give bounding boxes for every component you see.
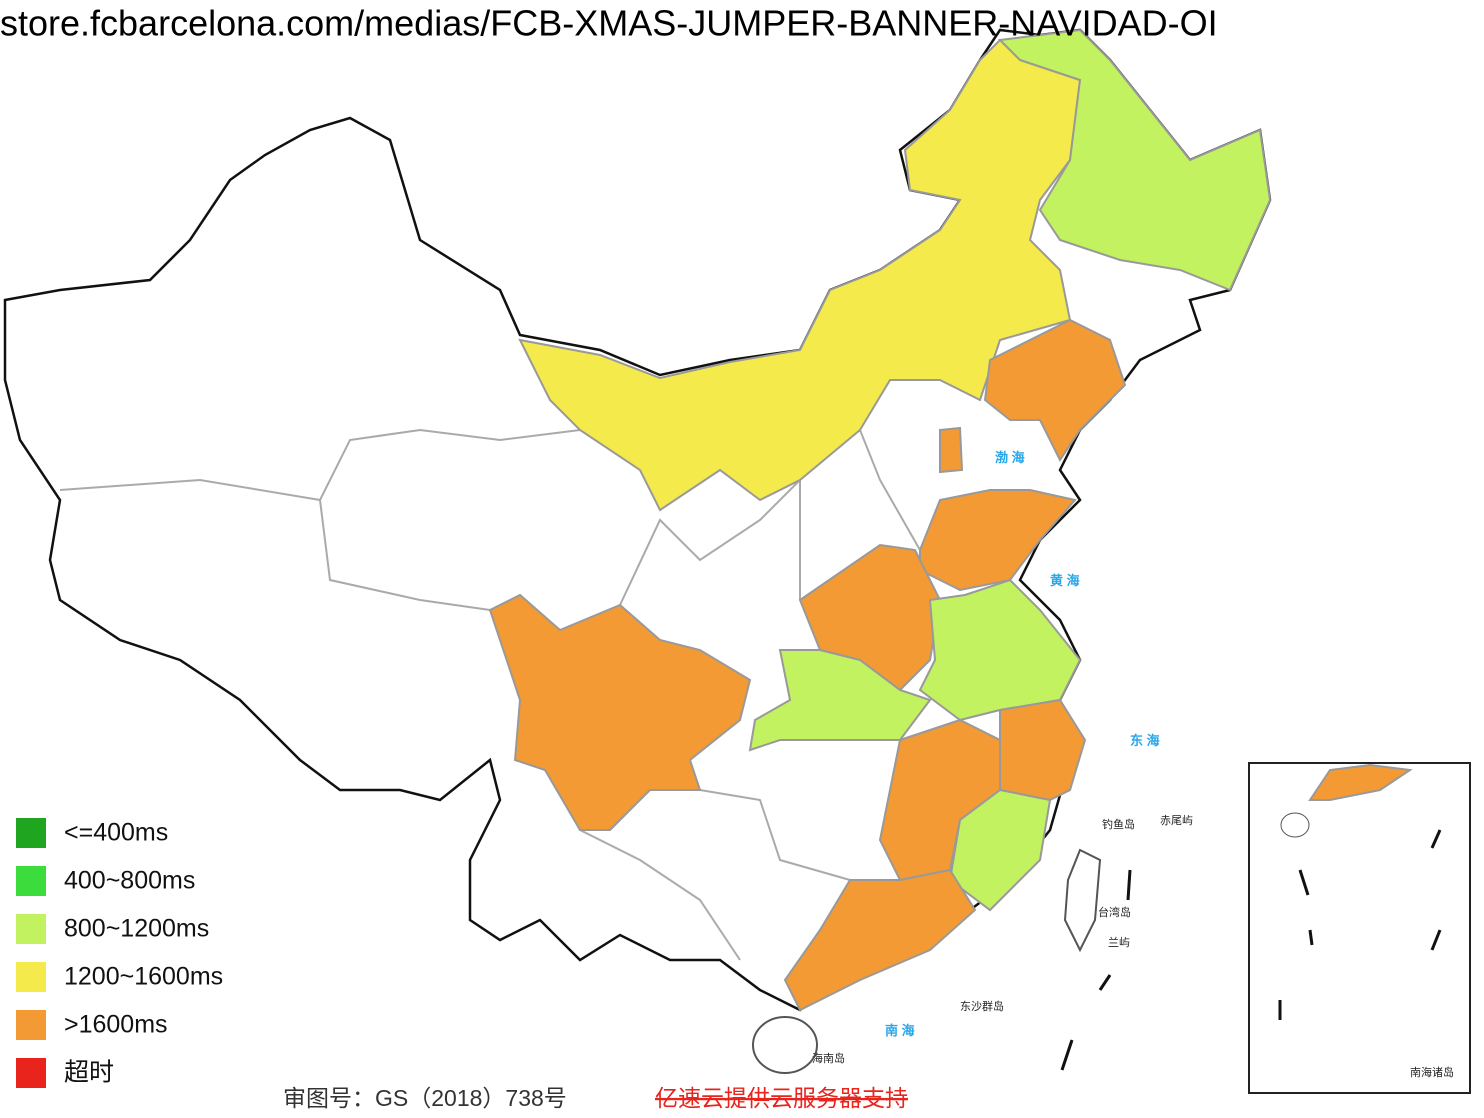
legend-swatch xyxy=(16,962,46,992)
province-border xyxy=(859,429,921,551)
sea-label: 东 海 xyxy=(1130,733,1160,748)
legend-swatch xyxy=(16,818,46,848)
sea-label: 南 海 xyxy=(885,1023,915,1038)
legend: <=400ms 400~800ms 800~1200ms 1200~1600ms >16… xyxy=(16,818,223,1088)
island-label: 东沙群岛 xyxy=(960,999,1004,1013)
province xyxy=(783,868,977,1012)
province-border xyxy=(699,789,851,881)
legend-swatch xyxy=(16,1058,46,1088)
legend-label: <=400ms xyxy=(64,819,168,847)
province-border xyxy=(619,479,801,606)
province-border xyxy=(319,499,491,611)
province xyxy=(918,578,1082,722)
province xyxy=(488,593,752,831)
province-border xyxy=(59,428,581,502)
legend-swatch xyxy=(16,866,46,896)
province xyxy=(983,318,1127,462)
legend-label: 800~1200ms xyxy=(64,915,209,943)
island-label: 南海诸岛 xyxy=(1410,1065,1454,1079)
legend-label: 1200~1600ms xyxy=(64,963,223,991)
island-label: 兰屿 xyxy=(1108,936,1130,949)
province xyxy=(919,489,1077,592)
province xyxy=(748,649,932,752)
hainan xyxy=(752,1016,818,1074)
legend-swatch xyxy=(16,914,46,944)
island-label: 台湾岛 xyxy=(1098,905,1131,919)
province xyxy=(999,698,1087,802)
map-labels: 渤 海 黄 海 东 海 南 海 钓鱼岛 赤尾屿 台湾岛 兰屿 东沙群岛 海南岛 … xyxy=(812,450,1454,1079)
island-label: 赤尾屿 xyxy=(1160,814,1193,827)
legend-swatch xyxy=(16,1010,46,1040)
legend-label: 超时 xyxy=(64,1059,114,1087)
inset xyxy=(1248,762,1471,1094)
china-map xyxy=(3,28,1272,1074)
url-title: store.fcbarcelona.com/medias/FCB-XMAS-JU… xyxy=(0,3,1218,44)
sea-label: 黄 海 xyxy=(1050,573,1080,588)
province-border xyxy=(579,829,741,961)
dashed-border xyxy=(1060,869,1132,1071)
island-label: 钓鱼岛 xyxy=(1102,817,1135,831)
sponsor-link[interactable]: 亿速云提供云服务器支持 xyxy=(655,1085,908,1111)
island-label: 海南岛 xyxy=(812,1051,845,1065)
province xyxy=(997,28,1272,292)
sea-label: 渤 海 xyxy=(995,450,1025,465)
province xyxy=(518,38,1082,512)
taiwan xyxy=(1063,848,1102,953)
legend-label: 400~800ms xyxy=(64,867,195,895)
approval-number: 审图号：GS（2018）738号 xyxy=(283,1085,567,1111)
province xyxy=(1308,763,1413,801)
province xyxy=(939,426,964,474)
legend-label: >1600ms xyxy=(64,1011,168,1039)
